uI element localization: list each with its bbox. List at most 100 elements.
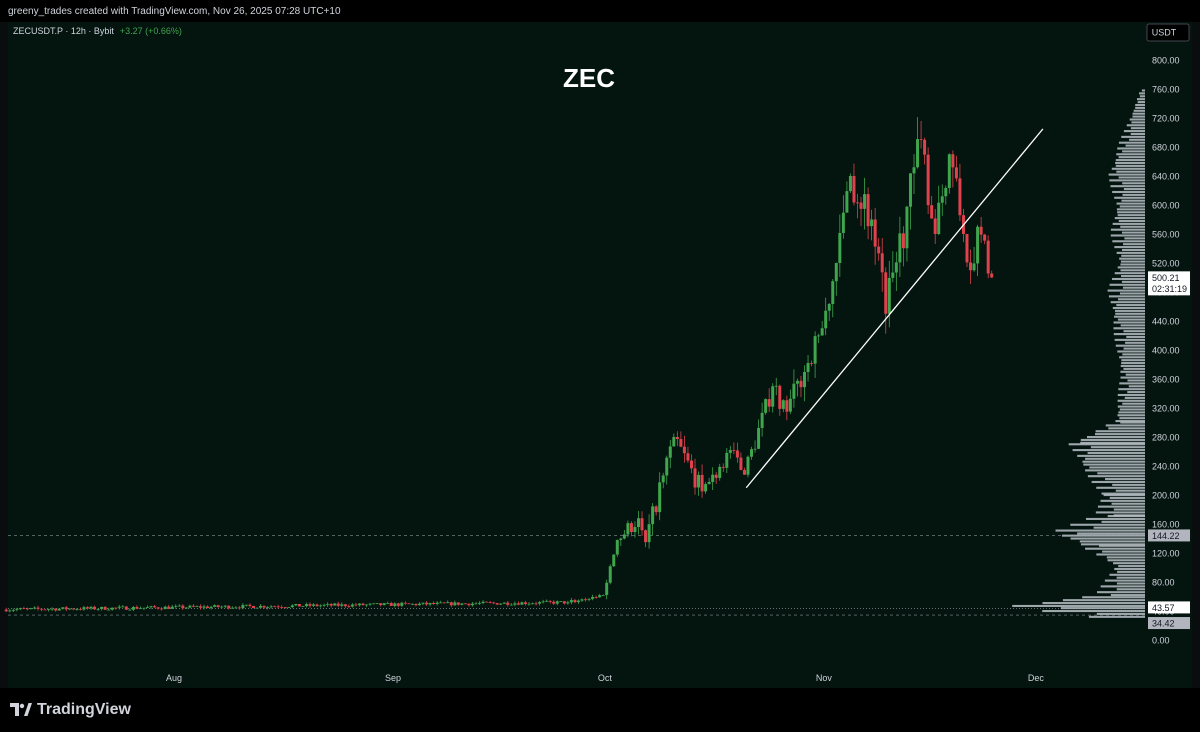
candle-body: [658, 482, 662, 513]
volume-profile-bar: [1102, 550, 1145, 553]
currency-button-box[interactable]: [1146, 23, 1190, 42]
candle-body: [912, 167, 916, 174]
candle-body: [778, 385, 782, 409]
candle-body: [85, 607, 89, 609]
volume-profile-bar: [1116, 170, 1145, 173]
volume-profile-bar: [1121, 362, 1145, 365]
volume-profile-bar: [1112, 240, 1145, 243]
candle-body: [93, 606, 97, 610]
volume-profile-bar: [1101, 520, 1145, 523]
volume-profile-bar: [1121, 135, 1145, 138]
volume-profile-bar: [1093, 526, 1145, 529]
volume-profile-bar: [1125, 373, 1145, 376]
candle-body: [213, 605, 217, 607]
volume-profile-bar: [1124, 396, 1145, 399]
candle-body: [308, 604, 312, 606]
volume-profile-bar: [1095, 430, 1145, 433]
candle-body: [170, 606, 174, 609]
volume-profile-bar: [1110, 228, 1145, 231]
volume-profile-bar: [1116, 582, 1145, 585]
candle-body: [534, 603, 538, 605]
candle-body: [700, 474, 704, 492]
candle-body: [803, 371, 807, 388]
time-tick-label: Oct: [598, 673, 613, 683]
volume-profile-bar: [1120, 421, 1145, 424]
candle-body: [220, 606, 224, 608]
candle-body: [375, 603, 379, 605]
candle-body: [806, 362, 810, 372]
candle-body: [259, 605, 263, 608]
candle-body: [499, 603, 503, 605]
last-price-box: [1148, 271, 1190, 296]
volume-profile-bar: [1122, 353, 1145, 356]
currency-button[interactable]: USDT: [1152, 28, 1177, 38]
candle-body: [191, 605, 195, 607]
candle-body: [386, 602, 390, 604]
price-tick-label: 80.00: [1152, 578, 1175, 588]
chart-frame[interactable]: [8, 22, 1192, 688]
volume-profile-bar: [1119, 257, 1145, 260]
candle-body: [626, 523, 630, 535]
volume-profile-bar: [1087, 475, 1145, 478]
candle-body: [587, 598, 591, 600]
candle-body: [753, 448, 757, 450]
candle-body: [552, 601, 556, 604]
candle-body: [269, 606, 273, 608]
volume-profile-bar: [1120, 376, 1145, 379]
volume-profile-bar: [1125, 341, 1145, 344]
candle-body: [640, 518, 644, 531]
volume-profile: [1012, 89, 1145, 618]
tradingview-brand: TradingView: [10, 701, 131, 719]
candle-body: [414, 603, 418, 606]
volume-profile-bar: [1086, 435, 1145, 439]
trendline-group[interactable]: [745, 128, 1044, 489]
volume-profile-bar: [1139, 92, 1145, 95]
candle-body: [54, 608, 58, 611]
candle-body: [167, 606, 171, 609]
volume-profile-bar: [1110, 594, 1145, 597]
candle-body: [478, 603, 482, 604]
price-tick-label: 0.00: [1152, 636, 1170, 646]
volume-profile-bar: [1119, 356, 1145, 359]
volume-profile-bar: [1124, 237, 1145, 240]
volume-profile-bar: [1096, 553, 1145, 556]
volume-profile-bar: [1115, 161, 1145, 165]
candle-body: [584, 599, 588, 601]
volume-profile-bar: [1090, 446, 1145, 449]
volume-profile-bar: [1121, 231, 1145, 234]
candle-body: [686, 453, 690, 461]
level-high-label: 144.22: [1152, 531, 1180, 541]
price-chart[interactable]: ZECUSDT.P · 12h · Bybit +3.27 (+0.66%) Z…: [0, 0, 1200, 688]
candle-body: [608, 566, 612, 583]
volume-profile-bar: [1116, 202, 1145, 205]
candle-body: [18, 608, 22, 610]
candle-body: [188, 605, 192, 608]
candle-body: [209, 606, 213, 609]
candle-body: [718, 466, 722, 478]
time-axis: Aug Sep Oct Nov Dec: [166, 673, 1044, 683]
candle-body: [834, 263, 838, 282]
volume-profile-bar: [1060, 607, 1145, 610]
candle-body: [636, 518, 640, 528]
volume-profile-bar: [1085, 469, 1145, 472]
candle-body: [859, 202, 863, 209]
volume-profile-bar: [1117, 570, 1145, 573]
volume-profile-bar: [1113, 321, 1145, 324]
volume-profile-bar: [1095, 511, 1145, 514]
candle-body: [742, 469, 746, 475]
candle-body: [36, 607, 40, 609]
candle-body: [417, 603, 421, 606]
volume-profile-bar: [1114, 246, 1145, 249]
candle-body: [389, 602, 393, 606]
candle-body: [757, 427, 761, 449]
candle-body: [827, 303, 831, 311]
candle-body: [541, 601, 545, 603]
candle-body: [64, 607, 68, 610]
volume-profile-bar: [1112, 190, 1145, 194]
candle-body: [693, 468, 697, 488]
candle-body: [400, 602, 404, 606]
candle-body: [873, 219, 877, 247]
volume-profile-bar: [1087, 451, 1145, 455]
candle-body: [485, 601, 489, 603]
candle-body: [523, 602, 527, 605]
